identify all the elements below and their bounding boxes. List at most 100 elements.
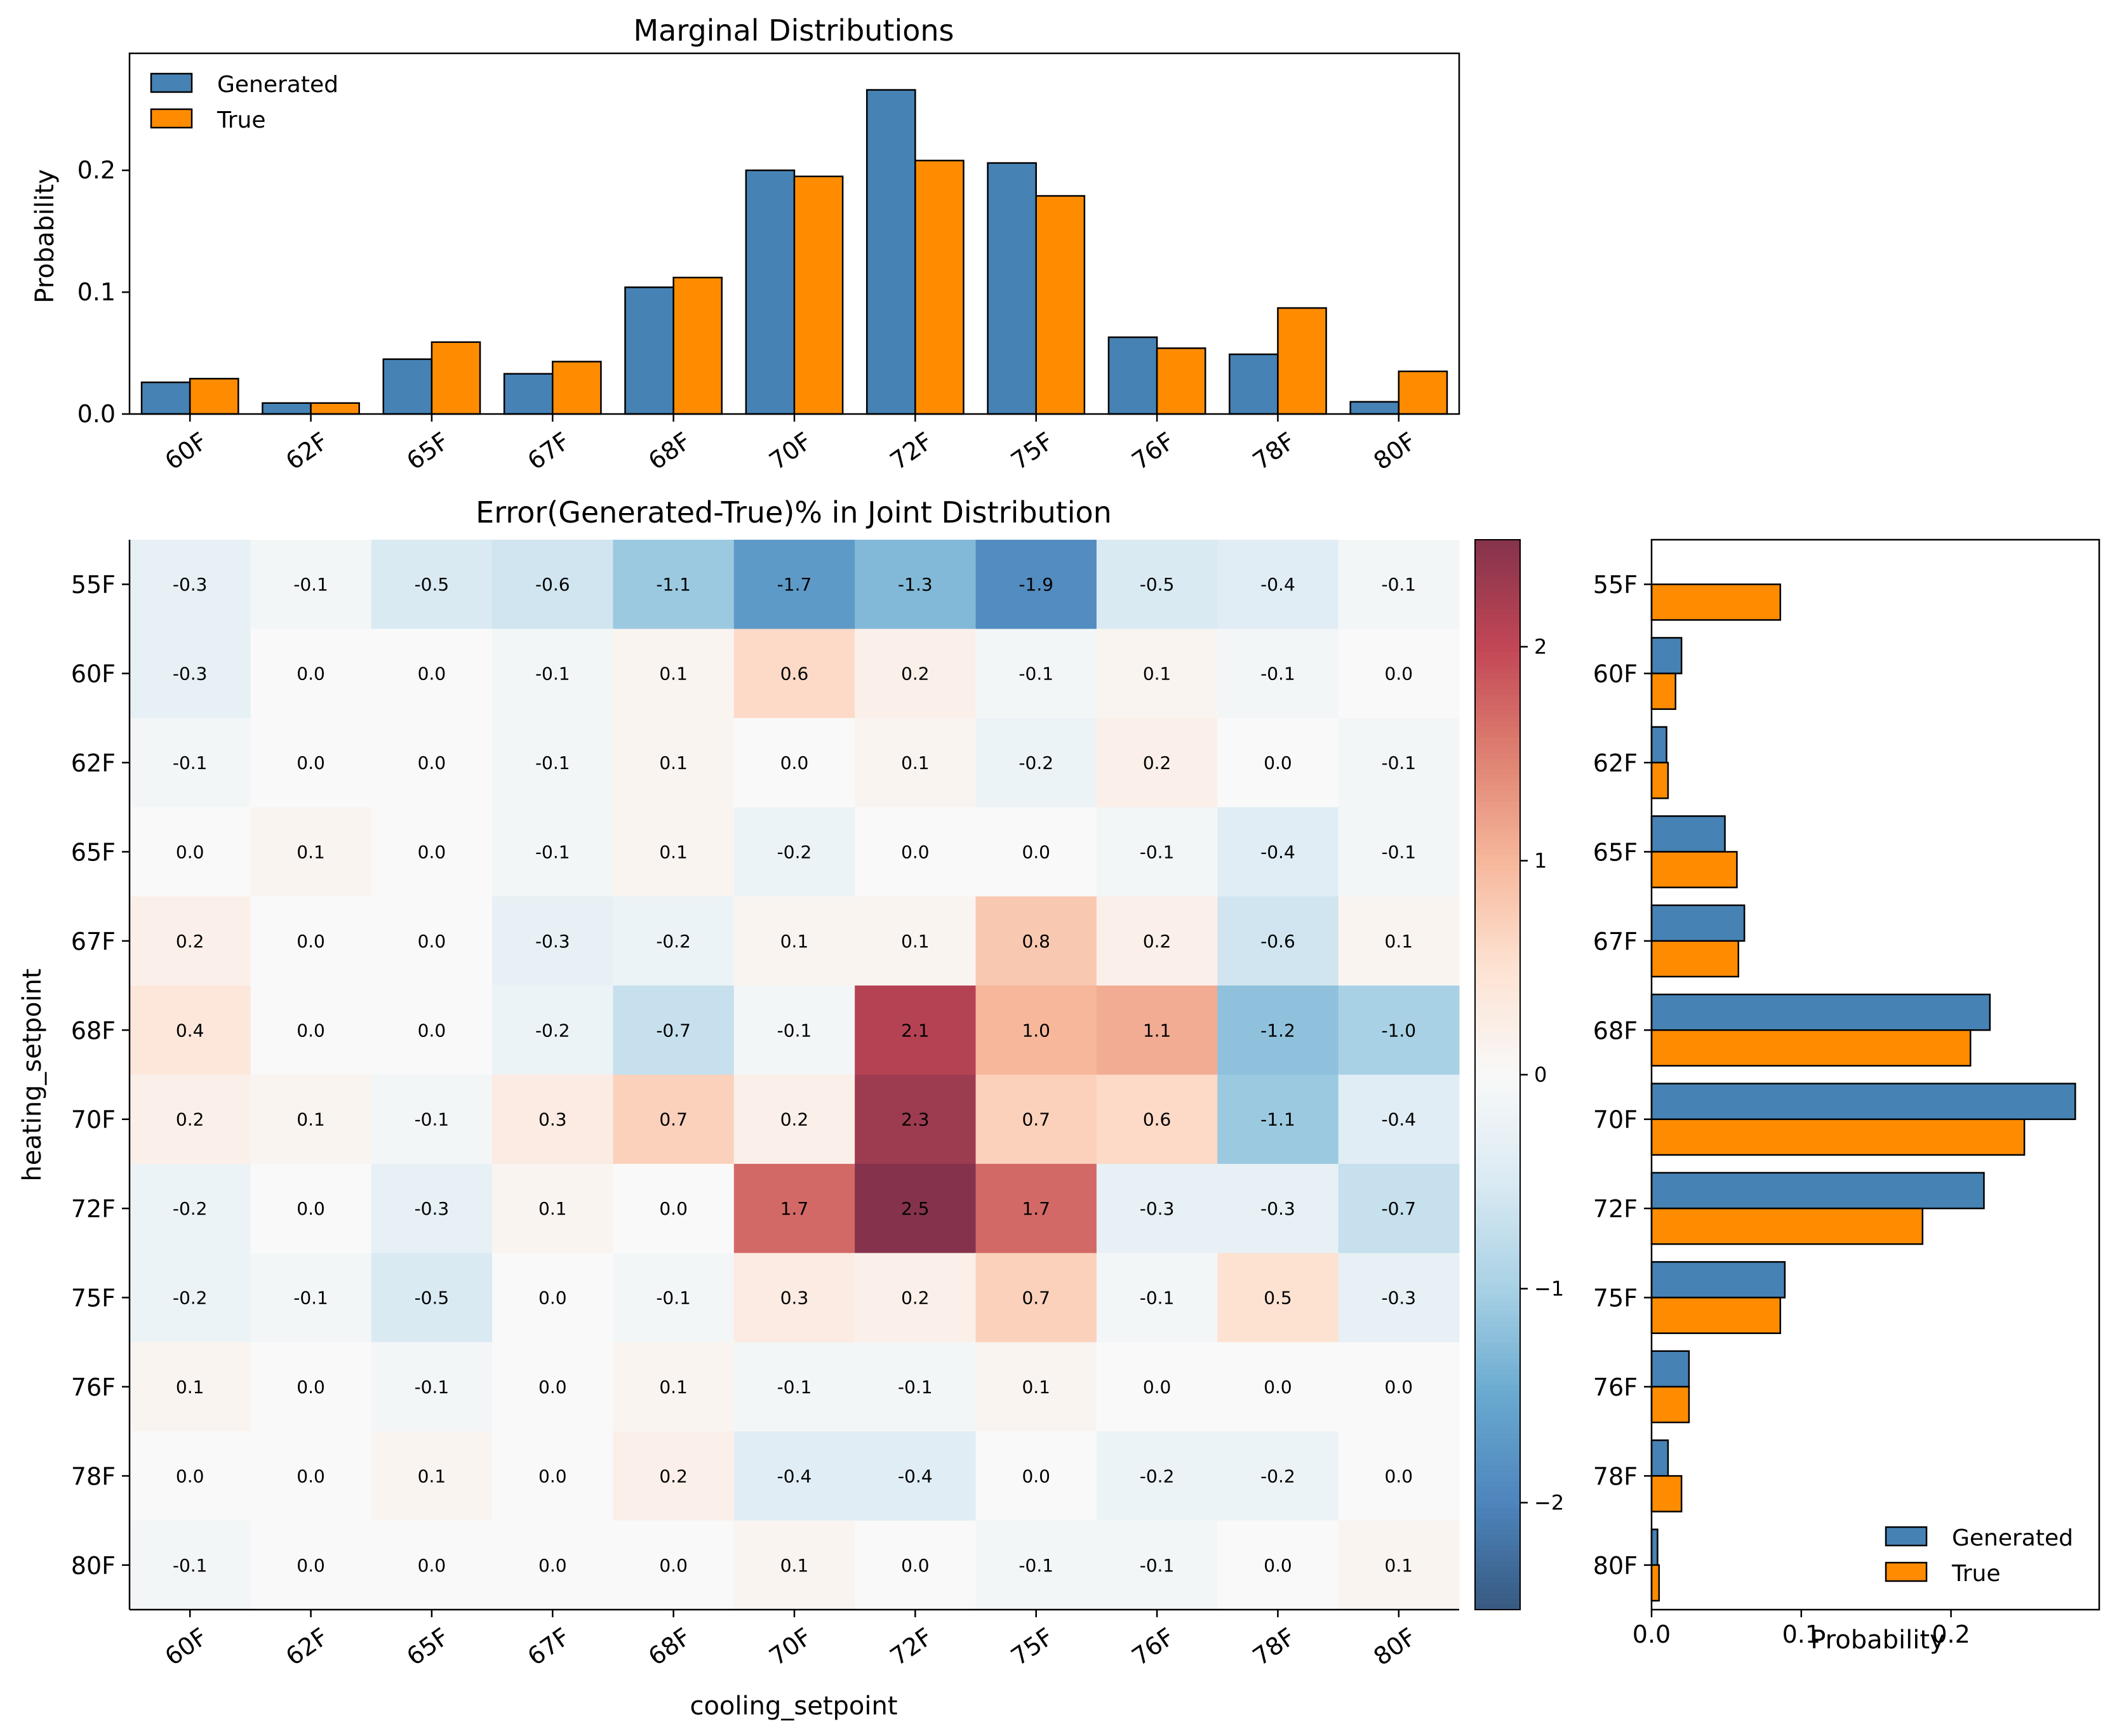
colorbar-segment	[1475, 1026, 1520, 1032]
colorbar-segment	[1475, 764, 1520, 771]
heatmap-cell-70F-76F	[1096, 1074, 1218, 1165]
colorbar-segment	[1475, 1460, 1520, 1466]
heatmap-cell-value: 2.1	[901, 1020, 930, 1041]
colorbar-segment	[1475, 1299, 1520, 1305]
top-bar-generated-67F	[503, 373, 554, 415]
colorbar-segment	[1475, 641, 1520, 648]
heatmap-cell-70F-80F	[1338, 1074, 1460, 1165]
colorbar-segment	[1475, 801, 1520, 808]
colorbar-segment	[1475, 1427, 1520, 1434]
colorbar-segment	[1475, 828, 1520, 835]
top-bar-generated-60F	[140, 381, 191, 415]
heatmap-cell-60F-80F	[1338, 629, 1460, 719]
colorbar-segment	[1475, 785, 1520, 792]
colorbar-segment	[1475, 1288, 1520, 1295]
colorbar-segment	[1475, 871, 1520, 878]
heatmap-cell-value: -0.2	[173, 1288, 208, 1309]
heatmap-cell-67F-75F	[975, 896, 1097, 986]
heatmap-cell-55F-65F	[371, 540, 493, 629]
right-bar-true-70F	[1650, 1118, 2026, 1156]
right-bar-generated-76F	[1650, 1350, 1690, 1388]
heatmap-cell-76F-65F	[371, 1342, 493, 1432]
heatmap-cell-value: 0.0	[418, 1020, 446, 1041]
heatmap-cell-value: -0.1	[1260, 664, 1295, 684]
heatmap-cell-value: 0.2	[1143, 752, 1172, 773]
colorbar-segment	[1475, 818, 1520, 824]
colorbar-segment	[1475, 914, 1520, 920]
colorbar-segment	[1475, 587, 1520, 594]
right-bar-generated-70F	[1650, 1083, 2076, 1120]
top-bar-true-60F	[189, 378, 239, 415]
heatmap-cell-value: 0.0	[297, 931, 325, 952]
heatmap-cell-70F-60F	[130, 1074, 251, 1165]
heatmap-cell-value: 0.0	[418, 1555, 446, 1576]
colorbar-segment	[1475, 1010, 1520, 1017]
heatmap-cell-62F-78F	[1217, 718, 1339, 808]
heatmap-cell-60F-67F	[492, 629, 613, 719]
right-bar-true-55F	[1650, 583, 1782, 621]
right-x-tick-label: 0.0	[1633, 1620, 1671, 1648]
top-y-axis-label: Probability	[30, 169, 60, 303]
heatmap-cell-76F-76F	[1096, 1342, 1218, 1432]
colorbar-segment	[1475, 1518, 1520, 1525]
heatmap-cell-value: 0.2	[176, 1109, 204, 1130]
heatmap-cell-55F-76F	[1096, 540, 1218, 629]
heatmap-cell-value: -0.1	[1018, 1555, 1053, 1576]
heatmap-cell-value: 0.0	[297, 1377, 325, 1398]
right-bar-generated-78F	[1650, 1439, 1669, 1477]
heatmap-cell-72F-60F	[130, 1163, 251, 1253]
heatmap-cell-value: -0.1	[535, 841, 570, 862]
right-bars	[1650, 583, 2076, 1602]
colorbar-segment	[1475, 545, 1520, 551]
heatmap-y-tick-label: 72F	[71, 1195, 116, 1223]
colorbar-segment	[1475, 561, 1520, 567]
colorbar-segment	[1475, 1497, 1520, 1504]
colorbar-segment	[1475, 1079, 1520, 1086]
colorbar-segment	[1475, 865, 1520, 872]
right-legend-swatch-generated	[1885, 1526, 1928, 1547]
right-bar-true-78F	[1650, 1475, 1683, 1512]
colorbar-segment	[1475, 1235, 1520, 1241]
heatmap-cell-55F-62F	[250, 540, 372, 629]
colorbar-segment	[1475, 1374, 1520, 1380]
heatmap-cell-value: -1.9	[1018, 574, 1053, 595]
colorbar-segment	[1475, 1593, 1520, 1599]
colorbar-segment	[1475, 845, 1520, 851]
heatmap-y-tick-label: 80F	[71, 1552, 116, 1580]
heatmap-cell-75F-60F	[130, 1253, 251, 1343]
colorbar-segment	[1475, 684, 1520, 690]
heatmap-cell-value: -1.7	[777, 574, 812, 595]
heatmap-cell-68F-70F	[733, 985, 855, 1075]
right-bar-true-72F	[1650, 1207, 1924, 1245]
heatmap-cell-70F-67F	[492, 1074, 613, 1165]
heatmap-cell-value: 0.2	[901, 1288, 930, 1309]
colorbar-segment	[1475, 651, 1520, 658]
heatmap-cell-80F-67F	[492, 1520, 613, 1610]
heatmap-cell-value: 0.1	[418, 1466, 446, 1486]
colorbar-segment	[1475, 1513, 1520, 1519]
colorbar-segment	[1475, 1176, 1520, 1182]
heatmap-cell-67F-80F	[1338, 896, 1460, 986]
right-y-tick-label: 62F	[1593, 749, 1638, 777]
heatmap-cell-65F-68F	[613, 807, 735, 897]
colorbar-segment	[1475, 968, 1520, 974]
colorbar-segment	[1475, 994, 1520, 1001]
top-bar-generated-68F	[624, 286, 674, 415]
heatmap-cell-72F-67F	[492, 1163, 613, 1253]
right-y-tick-label: 55F	[1593, 571, 1638, 599]
colorbar-segment	[1475, 1053, 1520, 1060]
heatmap-cell-65F-75F	[975, 807, 1097, 897]
colorbar-segment	[1475, 1058, 1520, 1065]
heatmap-cell-60F-62F	[250, 629, 372, 719]
colorbar-segment	[1475, 898, 1520, 904]
heatmap-y-tick-label: 65F	[71, 838, 116, 866]
heatmap-cell-value: 0.0	[418, 664, 446, 684]
colorbar-tick-label: 2	[1534, 635, 1547, 659]
top-bar-generated-62F	[262, 402, 312, 415]
heatmap-cell-76F-75F	[975, 1342, 1097, 1432]
right-bar-generated-68F	[1650, 993, 1991, 1031]
colorbar-segment	[1475, 759, 1520, 765]
colorbar-segment	[1475, 1213, 1520, 1220]
heatmap-cell-75F-72F	[855, 1253, 977, 1343]
